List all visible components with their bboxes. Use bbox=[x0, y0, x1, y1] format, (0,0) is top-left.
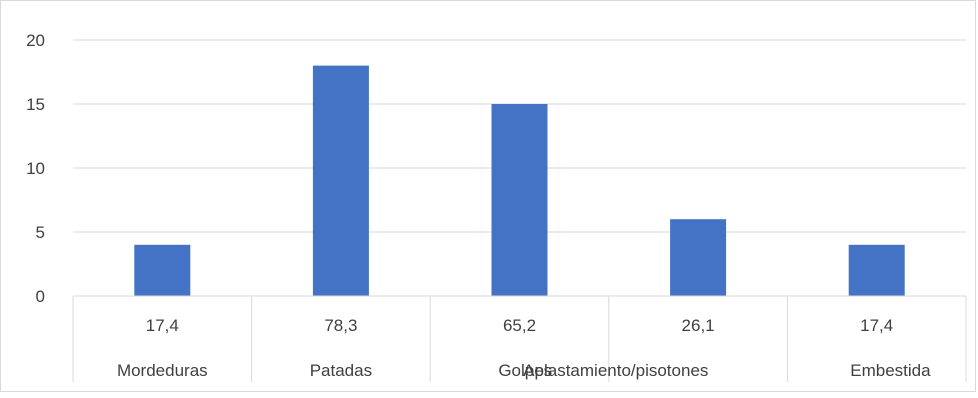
table-value-cell: 26,1 bbox=[682, 316, 715, 335]
table-value-cell: 65,2 bbox=[503, 316, 536, 335]
x-category-label: Patadas bbox=[310, 361, 372, 380]
y-axis: 0 5 10 15 20 bbox=[26, 31, 45, 306]
table-value-cell: 78,3 bbox=[324, 316, 357, 335]
table-value-cell: 17,4 bbox=[860, 316, 893, 335]
x-category-label: Embestida bbox=[850, 361, 931, 380]
data-table: 17,4 78,3 65,2 26,1 17,4 Mordeduras Patadas Gol… bbox=[72, 295, 967, 382]
x-category-label: Mordeduras bbox=[117, 361, 208, 380]
y-tick-label: 5 bbox=[36, 223, 45, 242]
bar bbox=[491, 104, 548, 296]
bar bbox=[848, 244, 905, 296]
table-value-cell: 17,4 bbox=[146, 316, 179, 335]
y-tick-label: 0 bbox=[36, 287, 45, 306]
x-category-label: Aplastamiento/pisotones bbox=[523, 361, 708, 380]
bar bbox=[312, 65, 369, 296]
x-category-label: Golpes bbox=[498, 361, 552, 380]
y-tick-label: 15 bbox=[26, 95, 45, 114]
y-tick-label: 20 bbox=[26, 31, 45, 50]
bar bbox=[670, 219, 727, 296]
y-tick-label: 10 bbox=[26, 159, 45, 178]
bar bbox=[134, 244, 191, 296]
bars bbox=[134, 65, 905, 296]
